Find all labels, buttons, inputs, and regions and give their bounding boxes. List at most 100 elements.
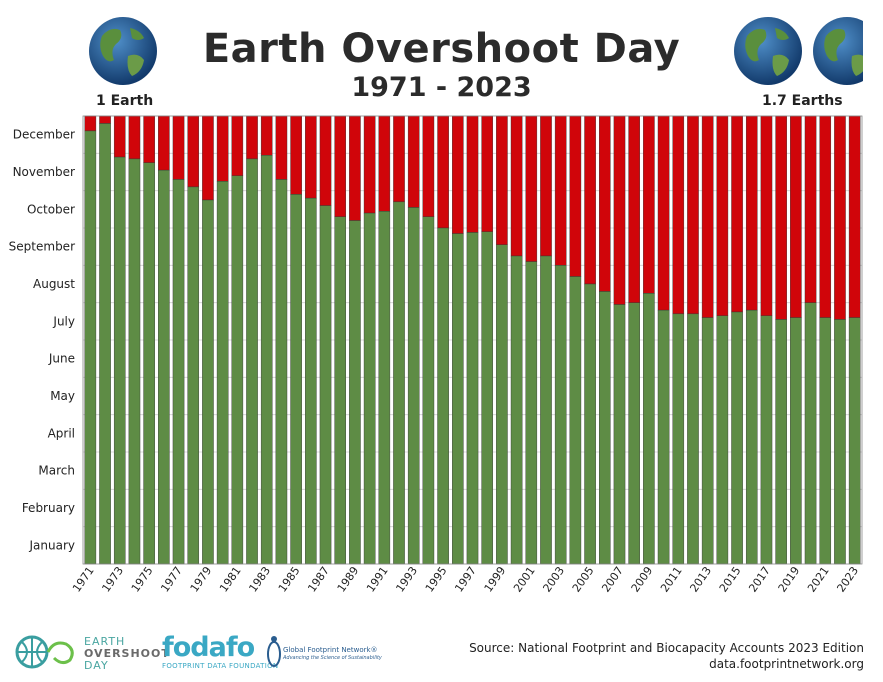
overshoot-bar-2020 [804, 115, 817, 303]
overshoot-bar-2017 [760, 115, 773, 316]
y-tick-label: February [22, 501, 75, 515]
x-tick-label: 2003 [540, 564, 567, 594]
budget-bar-1988 [334, 216, 347, 565]
overshoot-bar-1977 [172, 115, 185, 180]
overshoot-bar-1981 [231, 115, 244, 176]
budget-bar-2003 [554, 265, 567, 565]
y-tick-label: April [48, 426, 75, 440]
eod-logo-text: EARTH OVERSHOOT DAY [84, 635, 170, 672]
budget-bar-1979 [202, 199, 214, 565]
overshoot-bar-2004 [569, 115, 582, 277]
x-tick-label: 2009 [629, 564, 656, 594]
overshoot-bar-1976 [158, 115, 170, 171]
overshoot-bar-2000 [510, 115, 523, 257]
overshoot-bar-1982 [246, 115, 258, 160]
overshoot-bar-2008 [628, 115, 640, 303]
budget-bar-2000 [510, 255, 523, 565]
y-tick-label: March [38, 464, 75, 478]
y-tick-label: May [50, 389, 75, 403]
gfn-logo-text: Global Footprint Network® [283, 646, 378, 654]
source-url[interactable]: data.footprintnetwork.org [709, 657, 864, 671]
x-tick-label: 1995 [423, 564, 450, 594]
overshoot-bar-1996 [452, 115, 464, 234]
x-tick-label: 1971 [70, 564, 97, 594]
budget-bar-1977 [172, 179, 185, 565]
x-tick-label: 1987 [305, 564, 332, 594]
x-tick-label: 1989 [335, 564, 362, 594]
budget-bar-1986 [305, 197, 317, 565]
x-tick-label: 1985 [276, 564, 303, 594]
right-earth-label: 1.7 Earths [762, 93, 843, 109]
overshoot-bar-2003 [554, 115, 567, 266]
x-tick-label: 1979 [188, 564, 215, 594]
overshoot-bar-1986 [305, 115, 317, 199]
budget-bar-1993 [407, 207, 420, 565]
overshoot-bar-1972 [99, 115, 111, 124]
fodafo-subtitle: FOOTPRINT DATA FOUNDATION [162, 662, 279, 670]
budget-bar-1998 [481, 231, 493, 565]
budget-bar-2017 [760, 315, 773, 565]
overshoot-bar-1990 [363, 115, 376, 214]
y-tick-label: August [33, 277, 75, 291]
x-tick-label: 2007 [599, 564, 626, 594]
overshoot-bar-2014 [716, 115, 729, 316]
overshoot-bar-1998 [481, 115, 493, 232]
overshoot-bar-2013 [701, 115, 714, 318]
budget-bar-2010 [657, 309, 670, 565]
budget-bar-2018 [775, 319, 787, 565]
budget-bar-1975 [143, 162, 155, 565]
overshoot-bar-2010 [657, 115, 670, 311]
y-tick-label: July [52, 314, 75, 328]
x-tick-label: 1999 [482, 564, 509, 594]
x-tick-label: 2001 [511, 564, 538, 594]
x-tick-label: 1993 [393, 564, 420, 594]
x-tick-label: 2015 [717, 564, 744, 594]
x-tick-label: 2023 [834, 564, 861, 594]
y-tick-label: November [13, 165, 75, 179]
overshoot-bar-2007 [613, 115, 626, 305]
chart-title: Earth Overshoot Day [202, 26, 681, 72]
budget-bar-2022 [834, 319, 846, 565]
overshoot-bar-1997 [466, 115, 479, 233]
earth-globe-icon [89, 17, 157, 85]
overshoot-bar-1987 [319, 115, 332, 206]
overshoot-bar-1983 [260, 115, 273, 156]
budget-bar-1978 [187, 186, 200, 565]
budget-bar-1976 [158, 169, 170, 565]
bars-layer [84, 115, 861, 565]
overshoot-bar-2021 [819, 115, 832, 318]
overshoot-bar-1974 [128, 115, 141, 160]
overshoot-bar-2015 [731, 115, 743, 313]
budget-bar-1971 [84, 130, 97, 565]
overshoot-bar-2002 [540, 115, 552, 257]
overshoot-bar-1994 [422, 115, 435, 218]
overshoot-bar-2009 [643, 115, 655, 294]
budget-bar-1989 [349, 220, 361, 565]
budget-bar-1981 [231, 175, 244, 565]
budget-bar-2008 [628, 302, 640, 565]
overshoot-bar-1984 [275, 115, 288, 180]
budget-bar-2001 [525, 261, 538, 565]
earth-globe-icon [734, 17, 802, 85]
x-tick-label: 2021 [805, 564, 832, 594]
overshoot-bar-2012 [687, 115, 699, 315]
budget-bar-1999 [496, 244, 508, 565]
overshoot-bar-1995 [437, 115, 449, 229]
budget-bar-1973 [113, 156, 126, 565]
budget-bar-1995 [437, 227, 449, 565]
overshoot-bar-1980 [216, 115, 229, 182]
source-note: Source: National Footprint and Biocapaci… [469, 641, 864, 655]
y-tick-label: June [48, 352, 75, 366]
y-tick-label: January [29, 538, 76, 552]
overshoot-bar-1978 [187, 115, 200, 188]
budget-bar-1996 [452, 233, 464, 565]
x-tick-label: 1977 [158, 564, 185, 594]
overshoot-bar-2001 [525, 115, 538, 262]
overshoot-bar-2023 [848, 115, 861, 318]
y-tick-label: September [9, 240, 75, 254]
budget-bar-2012 [687, 313, 699, 565]
x-tick-label: 2011 [658, 564, 685, 594]
budget-bar-1983 [260, 154, 273, 565]
budget-bar-2014 [716, 315, 729, 565]
